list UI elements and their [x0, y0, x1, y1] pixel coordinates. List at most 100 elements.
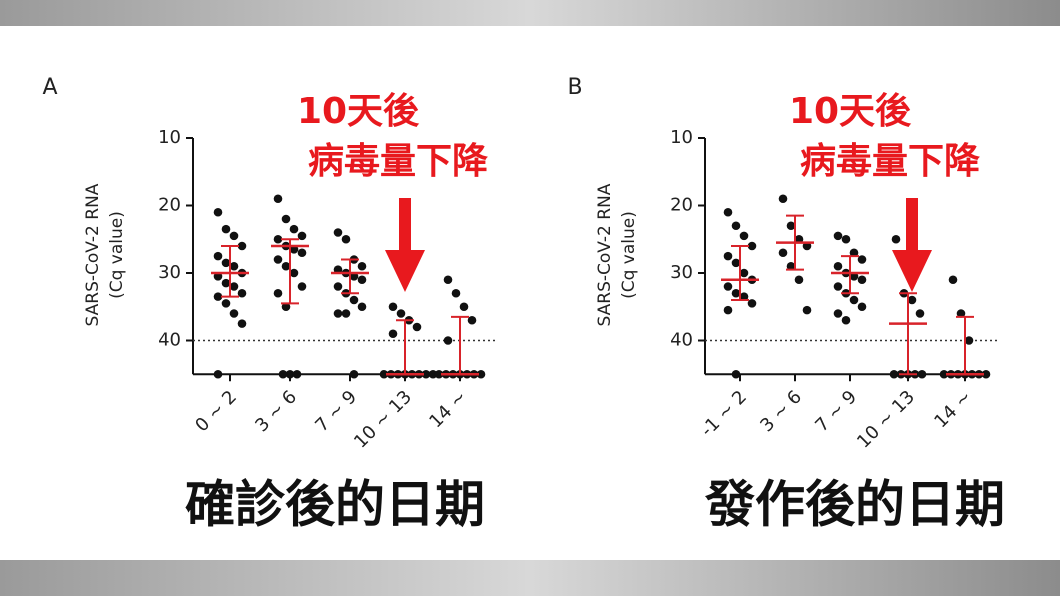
- data-point: [849, 295, 859, 305]
- bottom-band: [0, 560, 1060, 596]
- data-point: [333, 282, 343, 291]
- data-point: [289, 268, 299, 278]
- data-point: [297, 248, 307, 258]
- y-tick-label: 20: [670, 195, 693, 216]
- panel-label: A: [42, 75, 57, 100]
- y-tick-label: 30: [670, 262, 693, 283]
- data-point: [939, 369, 949, 379]
- data-point: [981, 369, 991, 379]
- data-point: [281, 261, 291, 271]
- data-point: [778, 194, 788, 204]
- y-axis-label: SARS-CoV-2 RNA: [83, 183, 103, 326]
- data-point: [857, 275, 867, 285]
- data-point: [964, 336, 974, 345]
- data-point: [786, 221, 796, 231]
- data-point: [451, 288, 461, 298]
- data-point: [229, 231, 239, 241]
- data-point: [739, 268, 749, 278]
- data-point: [794, 275, 804, 285]
- annotation: 10天後: [789, 91, 912, 132]
- data-point: [357, 275, 367, 285]
- x-tick-label: 14 ~: [930, 386, 976, 432]
- data-point: [281, 214, 291, 224]
- data-point: [889, 369, 899, 379]
- annotation: 10天後: [297, 91, 420, 132]
- x-tick-label: -1 ~ 2: [697, 386, 751, 440]
- data-point: [891, 234, 901, 244]
- data-point: [786, 261, 796, 271]
- data-point: [297, 282, 307, 291]
- data-point: [229, 261, 239, 271]
- data-point: [357, 261, 367, 271]
- data-point: [292, 369, 302, 379]
- panel-label: B: [567, 75, 582, 100]
- data-point: [731, 258, 741, 268]
- data-point: [388, 329, 398, 339]
- y-tick-label: 10: [670, 127, 693, 148]
- data-point: [723, 207, 733, 217]
- data-point: [467, 315, 477, 325]
- data-point: [273, 255, 283, 264]
- x-tick-label: 7 ~ 9: [311, 386, 361, 436]
- x-tick-label: 14 ~: [425, 386, 471, 432]
- data-point: [273, 234, 283, 244]
- data-point: [221, 278, 231, 288]
- data-point: [396, 309, 406, 318]
- data-point: [221, 224, 231, 234]
- data-point: [802, 305, 812, 315]
- data-point: [833, 261, 843, 271]
- data-point: [443, 275, 453, 285]
- y-axis-label: (Cq value): [107, 211, 127, 299]
- x-tick-label: 3 ~ 6: [251, 386, 301, 436]
- data-point: [857, 255, 867, 264]
- data-point: [915, 309, 925, 318]
- top-band: [0, 0, 1060, 26]
- data-point: [833, 231, 843, 241]
- data-point: [731, 288, 741, 298]
- data-point: [428, 369, 438, 379]
- data-point: [917, 369, 927, 379]
- arrow: [385, 198, 425, 292]
- data-point: [907, 295, 917, 305]
- data-point: [213, 369, 223, 379]
- data-point: [379, 369, 389, 379]
- data-point: [412, 322, 422, 332]
- data-point: [213, 207, 223, 217]
- data-point: [349, 369, 359, 379]
- data-point: [281, 302, 291, 312]
- data-point: [956, 309, 966, 318]
- data-point: [434, 369, 444, 379]
- x-tick-label: 3 ~ 6: [756, 386, 806, 436]
- data-point: [841, 315, 851, 325]
- data-point: [237, 319, 247, 328]
- y-tick-label: 40: [158, 330, 181, 351]
- x-tick-label: 10 ~ 13: [853, 386, 919, 452]
- data-point: [723, 305, 733, 315]
- data-point: [747, 299, 757, 308]
- x-tick-label: 0 ~ 2: [191, 386, 241, 436]
- data-point: [349, 295, 359, 305]
- data-point: [333, 228, 343, 237]
- data-point: [778, 248, 788, 258]
- data-point: [213, 251, 223, 261]
- data-point: [229, 309, 239, 318]
- data-point: [421, 369, 431, 379]
- data-point: [731, 221, 741, 231]
- data-point: [857, 302, 867, 312]
- data-point: [297, 231, 307, 241]
- arrow: [892, 198, 932, 292]
- data-point: [841, 234, 851, 244]
- data-point: [731, 369, 741, 379]
- caption: 發作後的日期: [704, 476, 1005, 534]
- data-point: [948, 275, 958, 285]
- data-point: [341, 234, 351, 244]
- data-point: [333, 309, 343, 318]
- y-tick-label: 10: [158, 127, 181, 148]
- caption: 確診後的日期: [185, 476, 485, 534]
- data-point: [723, 282, 733, 291]
- data-point: [289, 224, 299, 234]
- y-tick-label: 20: [158, 195, 181, 216]
- data-point: [833, 282, 843, 291]
- data-point: [849, 248, 859, 258]
